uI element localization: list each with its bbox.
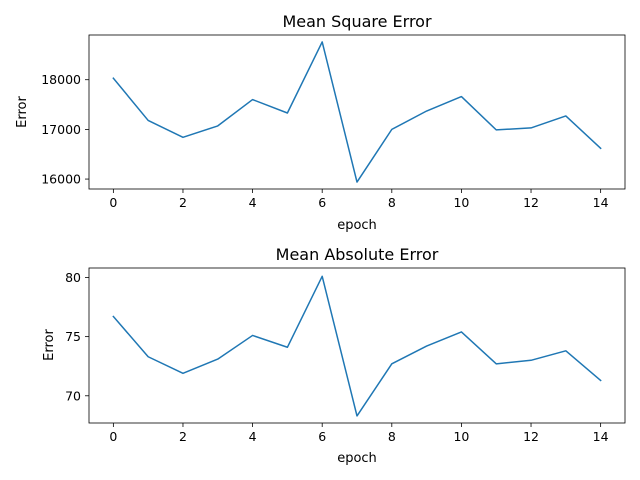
mae-x-tick-label: 12 — [523, 429, 539, 444]
mae-y-axis-label: Error — [42, 329, 57, 361]
mae-y-tick-label: 80 — [65, 270, 81, 285]
mse-x-axis-label: epoch — [337, 218, 377, 233]
mae-plot: 0 2 4 6 8 10 12 14 70 75 80 — [65, 267, 626, 444]
mae-x-tick-label: 2 — [179, 429, 187, 444]
mse-x-tick-label: 0 — [109, 195, 117, 210]
mae-x-axis-label: epoch — [337, 451, 377, 466]
mse-y-tick-label: 16000 — [41, 172, 81, 187]
mse-x-tick-label: 2 — [179, 195, 187, 210]
mse-plot: 0 2 4 6 8 10 12 14 16000 17000 18000 — [41, 34, 626, 210]
mse-x-tick-label: 10 — [453, 195, 469, 210]
mae-x-tick-label: 0 — [109, 429, 117, 444]
mae-x-tick-label: 8 — [388, 429, 396, 444]
mse-axes-frame — [88, 34, 626, 190]
mse-y-axis-label: Error — [15, 96, 30, 128]
mae-x-tick-label: 6 — [318, 429, 326, 444]
mse-x-tick-label: 6 — [318, 195, 326, 210]
mae-x-tick-label: 14 — [593, 429, 609, 444]
mae-chart-title: Mean Absolute Error — [276, 245, 439, 264]
mse-x-tick-label: 8 — [388, 195, 396, 210]
mae-y-tick-label: 75 — [65, 329, 81, 344]
mse-chart-title: Mean Square Error — [282, 12, 432, 31]
mse-series-line — [112, 41, 602, 183]
mse-x-tick-label: 14 — [593, 195, 609, 210]
mae-chart: Mean Absolute Error 0 2 4 6 8 10 12 14 70 75 80 ep… — [42, 245, 626, 466]
mse-y-tick-label: 18000 — [41, 72, 81, 87]
mse-x-tick-label: 12 — [523, 195, 539, 210]
mse-y-tick-label: 17000 — [41, 122, 81, 137]
mae-y-tick-label: 70 — [65, 388, 81, 403]
mae-series-line — [112, 275, 602, 417]
mse-x-tick-label: 4 — [249, 195, 257, 210]
mae-x-tick-label: 4 — [249, 429, 257, 444]
mse-chart: Mean Square Error 0 2 4 6 8 10 12 14 16000 17000 1… — [15, 12, 626, 233]
mae-x-tick-label: 10 — [453, 429, 469, 444]
mae-axes-frame — [88, 267, 626, 424]
